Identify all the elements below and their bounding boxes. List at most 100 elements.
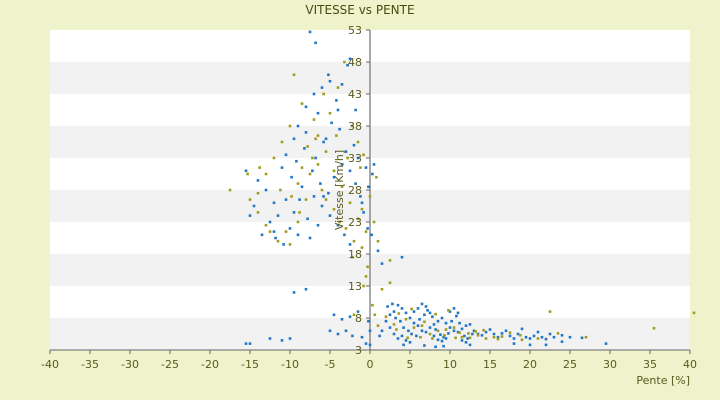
data-point	[436, 338, 440, 342]
data-point	[351, 124, 354, 128]
data-point	[440, 339, 444, 343]
data-point	[428, 332, 432, 336]
data-point	[332, 169, 336, 173]
data-point	[463, 334, 466, 338]
data-point	[340, 83, 344, 86]
data-point	[412, 310, 416, 313]
data-point	[228, 188, 232, 192]
data-point	[423, 344, 426, 347]
data-point	[316, 111, 320, 115]
data-point	[252, 204, 256, 208]
data-point	[314, 137, 317, 141]
data-point	[371, 303, 374, 307]
y-tick-label: 23	[348, 216, 362, 229]
data-point	[416, 307, 420, 310]
y-tick-label: 3	[355, 344, 362, 357]
data-point	[311, 169, 314, 173]
data-point	[447, 309, 450, 312]
data-point	[332, 207, 336, 211]
data-point	[454, 336, 457, 340]
data-point	[284, 230, 288, 233]
data-point	[306, 217, 309, 221]
data-point	[292, 73, 296, 77]
data-point	[532, 334, 536, 338]
data-point	[316, 163, 320, 166]
data-point	[346, 156, 349, 160]
data-point	[324, 198, 328, 201]
x-tick-label: 30	[603, 358, 617, 371]
data-point	[540, 335, 544, 339]
data-point	[296, 124, 300, 128]
data-point	[296, 233, 300, 237]
data-point	[508, 331, 512, 335]
data-point	[428, 326, 432, 329]
x-tick-label: -20	[201, 358, 219, 371]
data-point	[516, 332, 520, 336]
data-point	[467, 332, 470, 335]
data-point	[335, 134, 338, 137]
axes	[49, 29, 691, 354]
data-point	[364, 342, 368, 345]
x-tick-label: 5	[407, 358, 414, 371]
data-point	[434, 345, 437, 349]
data-point	[312, 118, 316, 121]
data-point	[288, 337, 292, 340]
data-point	[456, 330, 460, 334]
data-point	[482, 328, 485, 332]
data-point	[324, 137, 328, 141]
data-point	[568, 335, 572, 339]
data-point	[320, 86, 324, 89]
data-point	[395, 328, 398, 331]
data-point	[512, 342, 516, 345]
data-point	[258, 166, 261, 169]
data-point	[364, 275, 368, 278]
data-point	[406, 336, 409, 340]
data-point	[431, 337, 434, 340]
data-point	[348, 315, 352, 319]
data-point	[410, 332, 413, 336]
x-tick-label: -25	[161, 358, 179, 371]
data-point	[364, 166, 368, 169]
x-tick-label: -15	[241, 358, 259, 371]
data-point	[280, 140, 284, 144]
y-tick-label: 13	[348, 280, 362, 293]
data-point	[380, 262, 384, 265]
x-tick-labels: -40 -35 -30 -25 -20 -15 -10 -5 0 5 10 15 20 25 30 35 40	[41, 358, 697, 371]
data-point	[328, 111, 332, 115]
data-point	[364, 230, 368, 233]
data-point	[400, 334, 404, 338]
data-point	[246, 172, 249, 176]
data-point	[392, 310, 396, 313]
data-point	[296, 182, 300, 185]
data-point	[500, 332, 504, 335]
data-point	[338, 220, 341, 224]
data-point	[260, 233, 264, 237]
data-point	[320, 204, 324, 208]
data-point	[272, 230, 276, 233]
data-point	[536, 337, 540, 340]
data-point	[366, 227, 369, 230]
data-point	[348, 243, 352, 246]
data-point	[332, 313, 336, 317]
data-point	[460, 335, 464, 339]
y-tick-label: 18	[348, 248, 362, 261]
data-point	[692, 311, 696, 315]
data-point	[512, 337, 516, 340]
data-point	[268, 337, 272, 340]
data-point	[416, 324, 420, 327]
chart-title: VITESSE vs PENTE	[305, 3, 414, 17]
data-point	[397, 312, 401, 315]
data-point	[468, 336, 472, 340]
data-point	[472, 329, 476, 333]
data-point	[256, 211, 260, 214]
data-point	[288, 243, 292, 246]
data-point	[348, 201, 352, 205]
data-point	[476, 333, 480, 337]
data-point	[308, 30, 312, 34]
data-point	[372, 163, 376, 166]
data-point	[443, 333, 446, 337]
data-point	[447, 332, 450, 335]
data-point	[343, 233, 346, 237]
data-point	[264, 223, 268, 227]
